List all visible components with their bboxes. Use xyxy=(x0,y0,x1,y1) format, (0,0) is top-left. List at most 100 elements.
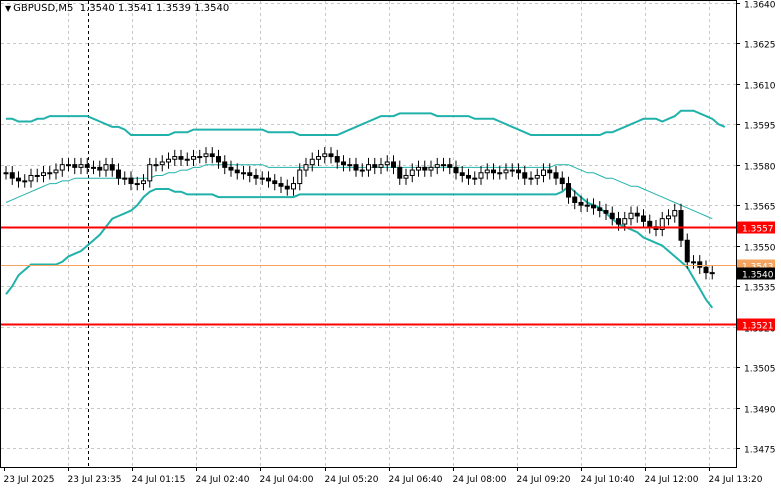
candle-body xyxy=(697,261,703,268)
candle-body xyxy=(541,169,546,176)
candle-body xyxy=(484,169,490,174)
candle-body xyxy=(616,218,621,225)
candle-body xyxy=(341,161,346,166)
candle-body xyxy=(322,153,328,158)
candle-body xyxy=(409,169,415,176)
candle-body xyxy=(84,164,90,168)
candle-body xyxy=(209,153,215,158)
candle-body xyxy=(584,204,590,207)
candle-body xyxy=(241,172,246,175)
candle-body xyxy=(647,220,653,228)
candle-body xyxy=(522,172,528,179)
candle-body xyxy=(28,174,34,182)
candle-body xyxy=(659,218,665,230)
level-price-label-bg xyxy=(737,221,775,234)
candle-body xyxy=(203,153,209,158)
candle-body xyxy=(347,164,353,167)
candle-body xyxy=(516,169,521,174)
candle-body xyxy=(391,161,396,168)
ohlc-values: 1.3540 1.3541 1.3539 1.3540 xyxy=(79,3,230,14)
candle-body xyxy=(709,272,715,275)
time-tick-label: 24 Jul 05:20 xyxy=(325,475,379,485)
candle-body xyxy=(266,177,271,182)
candle-body xyxy=(566,183,571,198)
chart-header: ▼ GBPUSD,M5 1.3540 1.3541 1.3539 1.3540 xyxy=(5,3,229,14)
candle-body xyxy=(684,239,690,263)
candle-body xyxy=(447,164,453,168)
time-tick-label: 23 Jul 23:35 xyxy=(68,475,122,485)
price-tick-label: 1.3595 xyxy=(744,122,776,132)
candle-body xyxy=(184,158,190,161)
price-tick-label: 1.3580 xyxy=(744,163,776,173)
candle-body xyxy=(366,164,371,171)
candle-body xyxy=(278,183,284,187)
candle-body xyxy=(122,177,128,180)
candle-body xyxy=(503,169,509,174)
candle-body xyxy=(78,164,84,168)
time-tick-label: 24 Jul 02:40 xyxy=(196,475,250,485)
candle-body xyxy=(66,164,71,167)
collapse-triangle-icon[interactable]: ▼ xyxy=(5,4,12,13)
candle-body xyxy=(91,166,96,169)
candle-body xyxy=(678,210,684,241)
candle-body xyxy=(259,177,265,180)
candle-body xyxy=(109,164,115,171)
candle-body xyxy=(134,183,140,186)
candle-body xyxy=(172,156,178,160)
candle-body xyxy=(422,166,428,171)
candle-body xyxy=(672,210,678,217)
time-tick-label: 24 Jul 06:40 xyxy=(389,475,443,485)
price-tick-label: 1.3610 xyxy=(744,82,776,92)
time-tick-label: 24 Jul 04:00 xyxy=(260,475,314,485)
candle-body xyxy=(453,166,459,174)
candle-body xyxy=(466,174,471,179)
candle-body xyxy=(247,172,253,176)
candle-body xyxy=(534,174,540,179)
candle-body xyxy=(141,180,146,185)
candle-body xyxy=(234,169,240,174)
candle-body xyxy=(416,166,421,171)
candle-body xyxy=(197,156,203,159)
time-tick-label: 24 Jul 08:00 xyxy=(453,475,507,485)
candle-body xyxy=(47,172,53,175)
candle-body xyxy=(528,177,534,180)
candle-body xyxy=(178,156,184,160)
candle-body xyxy=(353,164,359,171)
price-tick-label: 1.3505 xyxy=(744,365,776,375)
bollinger-upper-band xyxy=(6,109,726,136)
candle-body xyxy=(116,169,121,179)
time-tick-label: 23 Jul 2025 xyxy=(4,475,55,485)
candle-body xyxy=(403,174,409,179)
candle-body xyxy=(284,185,290,190)
current-price-label: 1.3540 xyxy=(742,271,774,281)
candle-body xyxy=(97,166,103,171)
candle-body xyxy=(166,158,171,163)
candle-body xyxy=(559,177,565,185)
candle-body xyxy=(316,156,321,160)
current-price-label-bg xyxy=(737,267,775,280)
candle-body xyxy=(378,164,384,168)
candle-body xyxy=(491,169,496,174)
candle-body xyxy=(609,212,615,220)
candle-body xyxy=(191,156,196,160)
time-tick-label: 24 Jul 09:20 xyxy=(517,475,571,485)
candle-body xyxy=(222,161,228,168)
level-price-label: 1.3557 xyxy=(742,225,774,235)
candle-body xyxy=(622,218,628,225)
candle-body xyxy=(309,158,315,166)
candle-body xyxy=(228,166,234,171)
candle-body xyxy=(72,164,78,168)
candle-body xyxy=(297,169,303,185)
candle-body xyxy=(103,164,109,171)
candle-body xyxy=(591,204,596,209)
candle-body xyxy=(9,172,15,179)
level-price-label: 1.3521 xyxy=(742,322,774,332)
time-tick-label: 24 Jul 01:15 xyxy=(132,475,186,485)
price-tick-label: 1.3490 xyxy=(744,406,776,416)
candle-body xyxy=(16,177,21,182)
candle-body xyxy=(159,161,165,166)
time-tick-label: 24 Jul 13:20 xyxy=(709,475,763,485)
candle-body xyxy=(703,266,709,274)
